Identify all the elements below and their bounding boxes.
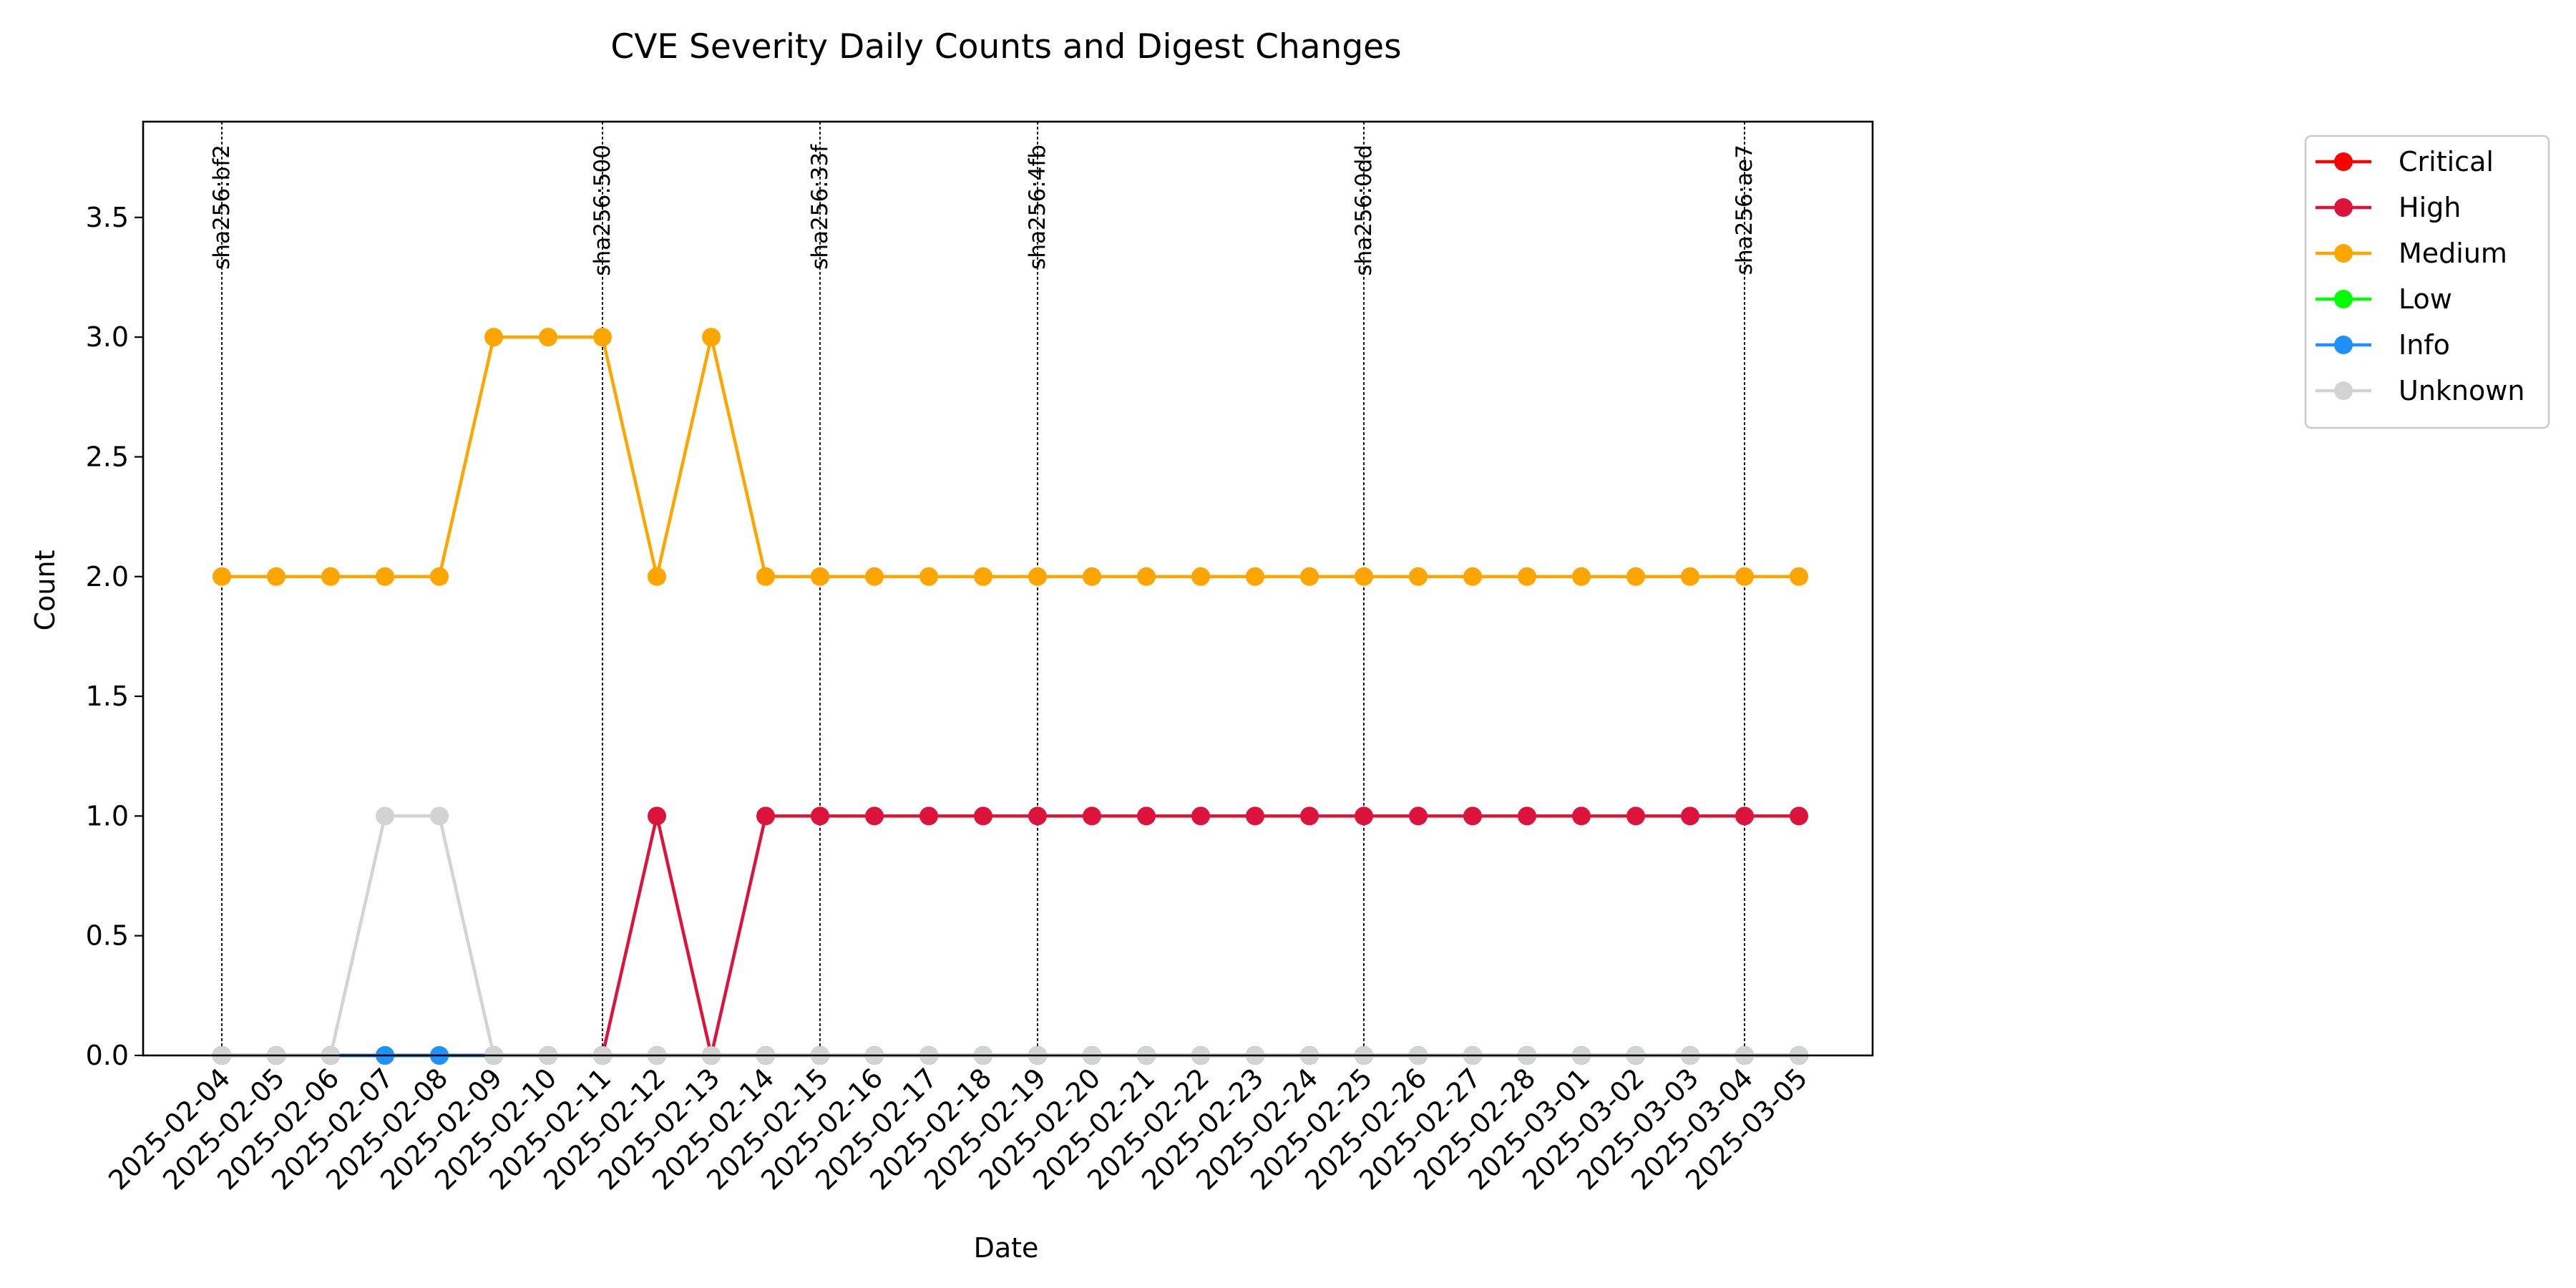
data-point [1246, 567, 1264, 586]
y-tick-label: 0.0 [86, 1040, 129, 1071]
y-tick-label: 0.5 [86, 920, 129, 952]
data-point [1790, 806, 1808, 826]
legend-marker [2334, 244, 2353, 263]
data-point [1463, 806, 1482, 826]
data-point [430, 567, 449, 586]
digest-change-label: sha256:0dd [1351, 145, 1377, 276]
digest-change-label: sha256:ae7 [1732, 145, 1757, 275]
legend-label: Medium [2399, 238, 2507, 269]
y-tick-label: 2.0 [86, 561, 129, 592]
digest-change-label: sha256:4fb [1025, 145, 1050, 270]
data-point [756, 567, 775, 586]
data-point [919, 567, 938, 586]
legend-marker [2334, 152, 2353, 171]
y-tick-label: 1.0 [86, 800, 129, 831]
legend-marker [2334, 381, 2353, 400]
data-point [1300, 567, 1319, 586]
data-point [865, 567, 884, 586]
data-point [376, 806, 394, 826]
digest-change-label: sha256:bf2 [209, 145, 235, 270]
plot-area: 0.00.51.01.52.02.53.03.52025-02-042025-0… [86, 120, 1874, 1196]
data-point [1626, 806, 1645, 826]
legend-label: Info [2399, 329, 2450, 361]
data-point [1735, 567, 1754, 586]
legend-label: High [2399, 192, 2461, 223]
legend-marker [2334, 336, 2353, 354]
data-point [1191, 567, 1210, 586]
data-point [919, 806, 938, 826]
data-point [1137, 567, 1156, 586]
legend-label: Critical [2399, 146, 2494, 177]
data-point [811, 806, 829, 826]
data-point [1083, 567, 1101, 586]
data-point [702, 328, 721, 347]
data-point [1300, 806, 1319, 826]
data-point [1246, 806, 1264, 826]
chart-title: CVE Severity Daily Counts and Digest Cha… [610, 27, 1401, 67]
data-point [1355, 567, 1373, 586]
data-point [1028, 806, 1047, 826]
data-point [376, 567, 394, 586]
data-point [1355, 806, 1373, 826]
data-point [430, 806, 449, 826]
data-point [1572, 806, 1591, 826]
data-point [1409, 806, 1428, 826]
y-tick-label: 2.5 [86, 441, 129, 472]
digest-change-label: sha256:33f [807, 144, 833, 270]
data-point [974, 567, 992, 586]
data-point [756, 806, 775, 826]
data-point [1735, 806, 1754, 826]
data-point [1518, 567, 1536, 586]
data-point [1790, 567, 1808, 586]
plot-frame [142, 120, 1874, 1057]
data-point [1518, 806, 1536, 826]
data-point [1572, 567, 1591, 586]
data-point [321, 567, 340, 586]
data-point [1681, 567, 1699, 586]
legend-marker [2334, 198, 2353, 217]
data-point [648, 567, 666, 586]
y-tick-label: 3.0 [86, 321, 129, 353]
legend: Critical High Medium Low Info Unknown [2304, 135, 2550, 429]
data-point [865, 806, 884, 826]
y-tick-label: 3.5 [86, 202, 129, 233]
legend-marker [2334, 290, 2353, 308]
digest-change-label: sha256:500 [590, 145, 615, 276]
data-point [811, 567, 829, 586]
x-axis-label: Date [974, 1232, 1039, 1264]
y-axis-label: Count [29, 550, 61, 631]
data-point [213, 567, 231, 586]
data-point [539, 328, 557, 347]
data-point [1463, 567, 1482, 586]
data-point [648, 806, 666, 826]
data-point [267, 567, 286, 586]
data-point [1681, 806, 1699, 826]
data-point [593, 328, 612, 347]
data-point [1137, 806, 1156, 826]
legend-label: Low [2399, 283, 2452, 315]
data-point [484, 328, 503, 347]
data-point [1191, 806, 1210, 826]
data-point [1083, 806, 1101, 826]
y-tick-label: 1.5 [86, 680, 129, 712]
legend-label: Unknown [2399, 375, 2524, 406]
data-point [1626, 567, 1645, 586]
data-point [1409, 567, 1428, 586]
data-point [974, 806, 992, 826]
data-point [1028, 567, 1047, 586]
